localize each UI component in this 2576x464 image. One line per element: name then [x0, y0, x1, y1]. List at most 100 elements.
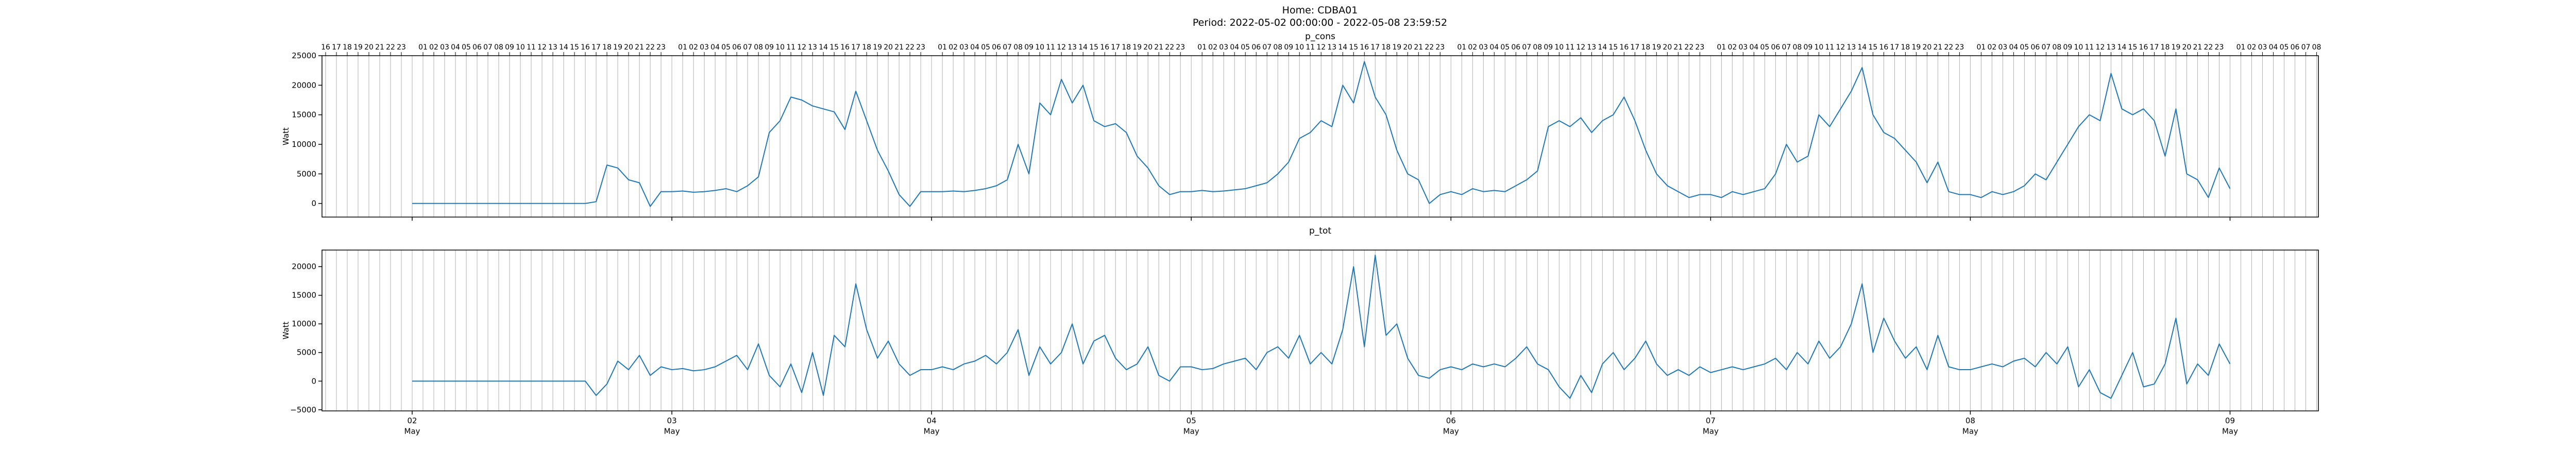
hour-tick-label: 12	[1836, 43, 1845, 52]
hour-tick-label: 20	[2182, 43, 2192, 52]
y-tick-label: 20000	[292, 262, 316, 271]
y-tick-label: 0	[311, 199, 316, 208]
hour-tick-label: 06	[2031, 43, 2040, 52]
hour-tick-label: 11	[1565, 43, 1574, 52]
hour-tick-label: 10	[1554, 43, 1564, 52]
hour-tick-label: 02	[1988, 43, 1997, 52]
y-tick-label: −5000	[290, 405, 316, 415]
hour-tick-label: 19	[613, 43, 622, 52]
hour-tick-label: 05	[1241, 43, 1250, 52]
hour-tick-label: 19	[1392, 43, 1401, 52]
hour-tick-label: 13	[1067, 43, 1077, 52]
hour-tick-label: 12	[1576, 43, 1585, 52]
hour-tick-label: 13	[808, 43, 817, 52]
y-tick-label: 25000	[292, 51, 316, 60]
data-line	[412, 254, 2231, 399]
hour-tick-label: 22	[905, 43, 914, 52]
hour-tick-label: 01	[2236, 43, 2246, 52]
hour-tick-label: 07	[483, 43, 493, 52]
hour-tick-label: 19	[1652, 43, 1661, 52]
hour-tick-label: 02	[429, 43, 438, 52]
hour-tick-label: 10	[1295, 43, 1304, 52]
hour-tick-label: 15	[2128, 43, 2138, 52]
hour-tick-label: 17	[1370, 43, 1380, 52]
hour-tick-label: 19	[1132, 43, 1142, 52]
hour-tick-label: 18	[2161, 43, 2170, 52]
hour-tick-label: 14	[559, 43, 568, 52]
hour-tick-label: 02	[1468, 43, 1477, 52]
hour-tick-label: 19	[353, 43, 363, 52]
hour-tick-label: 16	[581, 43, 590, 52]
y-axis-label: Watt	[281, 127, 291, 145]
hour-tick-label: 05	[2020, 43, 2029, 52]
hour-tick-label: 05	[981, 43, 990, 52]
hour-tick-label: 14	[1857, 43, 1867, 52]
hour-tick-label: 21	[894, 43, 904, 52]
hour-tick-label: 08	[1792, 43, 1802, 52]
hour-tick-label: 09	[2063, 43, 2073, 52]
x-tick-label: 03 May	[664, 416, 680, 436]
hour-tick-label: 03	[1479, 43, 1488, 52]
hour-tick-label: 08	[494, 43, 503, 52]
hour-tick-label: 20	[1922, 43, 1931, 52]
hour-tick-label: 18	[1641, 43, 1650, 52]
hour-tick-label: 16	[1879, 43, 1888, 52]
hour-tick-label: 21	[1933, 43, 1942, 52]
x-tick-label: 06 May	[1443, 416, 1459, 436]
hour-tick-label: 06	[1771, 43, 1780, 52]
hour-tick-label: 13	[548, 43, 557, 52]
hour-tick-label: 11	[786, 43, 795, 52]
hour-tick-label: 22	[1425, 43, 1434, 52]
hour-tick-label: 01	[678, 43, 687, 52]
hour-tick-label: 09	[1024, 43, 1033, 52]
hour-tick-label: 21	[2193, 43, 2202, 52]
hour-tick-label: 15	[1349, 43, 1358, 52]
hour-tick-label: 22	[1684, 43, 1693, 52]
hour-tick-label: 17	[591, 43, 601, 52]
hour-tick-label: 05	[2280, 43, 2289, 52]
figure-title: Home: CDBA01	[1282, 5, 1358, 16]
hour-tick-label: 05	[1500, 43, 1510, 52]
hour-tick-label: 20	[1143, 43, 1153, 52]
hour-tick-label: 01	[1717, 43, 1726, 52]
hour-tick-label: 04	[451, 43, 460, 52]
hour-tick-label: 08	[1013, 43, 1023, 52]
hour-tick-label: 21	[635, 43, 644, 52]
hour-tick-label: 20	[364, 43, 374, 52]
hour-tick-label: 06	[1251, 43, 1261, 52]
axes-frame	[321, 250, 2319, 411]
hour-tick-label: 23	[2215, 43, 2224, 52]
y-tick-label: 5000	[297, 348, 316, 357]
hour-tick-label: 13	[2107, 43, 2116, 52]
hour-tick-label: 15	[1089, 43, 1098, 52]
hour-tick-label: 02	[1727, 43, 1737, 52]
hour-tick-label: 10	[2074, 43, 2083, 52]
hour-tick-label: 23	[397, 43, 406, 52]
hour-tick-label: 23	[1955, 43, 1964, 52]
hour-tick-label: 06	[1511, 43, 1520, 52]
hour-tick-label: 14	[819, 43, 828, 52]
hour-tick-label: 22	[1944, 43, 1953, 52]
hour-tick-label: 11	[527, 43, 536, 52]
hour-tick-label: 22	[2204, 43, 2213, 52]
hour-tick-label: 09	[1284, 43, 1293, 52]
hour-tick-label: 17	[1111, 43, 1120, 52]
x-tick-label: 08 May	[1962, 416, 1978, 436]
figure-subtitle: Period: 2022-05-02 00:00:00 - 2022-05-08…	[1193, 17, 1447, 28]
hour-tick-label: 05	[462, 43, 471, 52]
hour-tick-label: 20	[884, 43, 893, 52]
hour-tick-label: 04	[1749, 43, 1758, 52]
hour-tick-label: 19	[2172, 43, 2181, 52]
hour-tick-label: 06	[992, 43, 1001, 52]
hour-tick-label: 17	[1630, 43, 1639, 52]
hour-tick-label: 16	[1360, 43, 1369, 52]
y-tick-label: 20000	[292, 80, 316, 90]
hour-tick-label: 07	[1262, 43, 1272, 52]
y-tick-label: 5000	[297, 169, 316, 178]
hour-tick-label: 12	[537, 43, 547, 52]
hour-tick-label: 11	[1825, 43, 1834, 52]
hour-tick-label: 06	[2291, 43, 2300, 52]
hour-tick-label: 11	[2085, 43, 2094, 52]
